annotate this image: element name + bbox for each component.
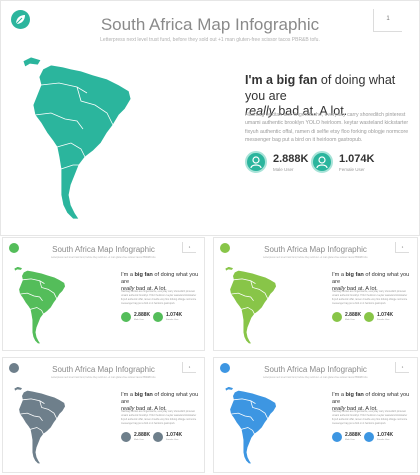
thumb-heading: I'm a big fan of doing what you are real… [121, 272, 199, 292]
heading-rest: of doing what you are [245, 73, 396, 103]
body-text: Hashtag flexitan axe fingerstache, every… [332, 290, 408, 305]
slide-subtitle: Letterpress next level trust fund, befor… [100, 37, 320, 43]
slide-main[interactable]: South Africa Map Infographic Letterpress… [0, 0, 420, 236]
leaf-logo-icon [11, 10, 30, 29]
female-user-icon [311, 151, 333, 173]
female-user-value: 1.074K [377, 432, 394, 438]
page-number: 1 [373, 9, 402, 32]
slide-title: South Africa Map Infographic [264, 365, 367, 374]
south-america-map [13, 266, 66, 345]
female-user-label: Female User [166, 439, 179, 441]
female-user-value: 1.074K [166, 432, 183, 438]
body-text: Hashtag flexitan axe fingerstache, every… [121, 410, 197, 425]
south-america-map [224, 386, 277, 465]
leaf-logo-icon [220, 363, 230, 373]
thumb-heading: I'm a big fan of doing what you are real… [332, 392, 410, 412]
south-america-map [224, 266, 277, 345]
body-text: Hashtag flexitan axe fingerstache, every… [245, 112, 409, 143]
male-user-value: 2.888K [134, 312, 151, 318]
leaf-logo-icon [9, 363, 19, 373]
female-user-icon [364, 432, 374, 442]
male-user-icon [332, 432, 342, 442]
male-user-label: Male User [345, 439, 355, 441]
slide-title: South Africa Map Infographic [100, 15, 320, 34]
male-user-label: Male User [134, 319, 144, 321]
male-user-value: 2.888K [345, 312, 362, 318]
south-america-map [22, 57, 132, 220]
male-user-label: Male User [345, 319, 355, 321]
body-text: Hashtag flexitan axe fingerstache, every… [121, 290, 197, 305]
page-number: 1 [395, 362, 409, 373]
female-user-value: 1.074K [166, 312, 183, 318]
female-user-label: Female User [166, 319, 179, 321]
male-user-value: 2.888K [273, 153, 309, 165]
female-user-label: Female User [377, 319, 390, 321]
leaf-logo-icon [9, 243, 19, 253]
slide-title: South Africa Map Infographic [52, 365, 155, 374]
male-user-icon [121, 312, 131, 322]
slide-thumbnail-blue[interactable]: South Africa Map Infographic Letterpress… [213, 357, 418, 473]
page-number: 1 [395, 242, 409, 253]
page-number-label: 1 [386, 16, 390, 22]
male-user-value: 2.888K [134, 432, 151, 438]
main-heading: I'm a big fan of doing what you are real… [245, 73, 415, 120]
female-user-icon [364, 312, 374, 322]
heading-bold: I'm a big fan [245, 73, 318, 87]
slide-thumbnail-lime[interactable]: South Africa Map Infographic Letterpress… [213, 237, 418, 351]
slide-subtitle: Letterpress next level trust fund, befor… [50, 256, 157, 259]
body-text: Hashtag flexitan axe fingerstache, every… [332, 410, 408, 425]
page-number: 1 [182, 242, 196, 253]
page-number-label: 1 [188, 365, 191, 369]
page-number-label: 1 [188, 245, 191, 249]
male-user-label: Male User [273, 167, 294, 172]
female-user-icon [153, 312, 163, 322]
female-user-icon [153, 432, 163, 442]
heading-rest-2: bad at. A lot. [274, 104, 348, 119]
male-user-icon [121, 432, 131, 442]
slide-title: South Africa Map Infographic [52, 245, 155, 254]
slide-thumbnail-gray[interactable]: South Africa Map Infographic Letterpress… [2, 357, 205, 473]
south-america-map [13, 386, 66, 465]
thumb-heading: I'm a big fan of doing what you are real… [332, 272, 410, 292]
female-user-label: Female User [339, 167, 365, 172]
slide-subtitle: Letterpress next level trust fund, befor… [50, 376, 157, 379]
slide-thumbnail-green[interactable]: South Africa Map Infographic Letterpress… [2, 237, 205, 351]
female-user-value: 1.074K [339, 153, 375, 165]
page-number-label: 1 [401, 245, 404, 249]
slide-subtitle: Letterpress next level trust fund, befor… [262, 256, 369, 259]
male-user-icon [245, 151, 267, 173]
female-user-label: Female User [377, 439, 390, 441]
heading-italic: really [245, 104, 275, 119]
page-number-label: 1 [401, 365, 404, 369]
male-user-icon [332, 312, 342, 322]
leaf-logo-icon [220, 243, 230, 253]
slide-title: South Africa Map Infographic [264, 245, 367, 254]
slide-subtitle: Letterpress next level trust fund, befor… [262, 376, 369, 379]
male-user-label: Male User [134, 439, 144, 441]
male-user-value: 2.888K [345, 432, 362, 438]
page-number: 1 [182, 362, 196, 373]
female-user-value: 1.074K [377, 312, 394, 318]
thumb-heading: I'm a big fan of doing what you are real… [121, 392, 199, 412]
